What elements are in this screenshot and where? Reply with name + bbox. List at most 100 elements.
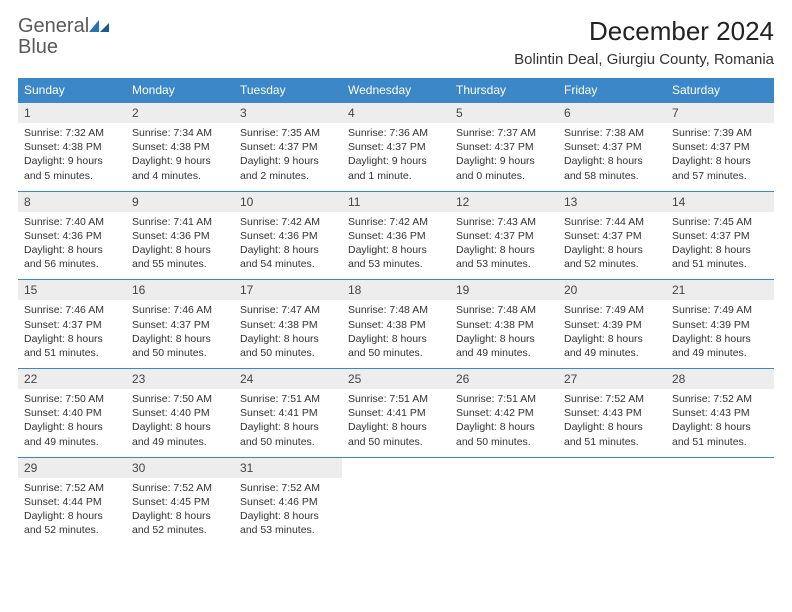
day-num: 14 <box>666 191 774 212</box>
daylight: Daylight: 8 hours and 49 minutes. <box>456 333 535 359</box>
sunrise: Sunrise: 7:48 AM <box>348 304 428 316</box>
day-cell: Sunrise: 7:44 AMSunset: 4:37 PMDaylight:… <box>558 212 666 280</box>
day-header-thu: Thursday <box>450 78 558 103</box>
day-cell: Sunrise: 7:35 AMSunset: 4:37 PMDaylight:… <box>234 123 342 191</box>
day-cell: Sunrise: 7:37 AM Sunset: 4:37 PM Daylight:… <box>450 123 558 191</box>
sunset: Sunset: 4:38 PM <box>240 319 318 331</box>
day-cell-empty <box>342 478 450 546</box>
sunrise: Sunrise: 7:45 AM <box>672 216 752 228</box>
daylight: Daylight: 8 hours and 53 minutes. <box>456 244 535 270</box>
location-text: Bolintin Deal, Giurgiu County, Romania <box>514 51 774 68</box>
sunrise: Sunrise: 7:46 AM <box>132 304 212 316</box>
daylight: Daylight: 8 hours and 51 minutes. <box>24 333 103 359</box>
sunset: Sunset: 4:41 PM <box>348 407 426 419</box>
daylight: Daylight: 8 hours and 55 minutes. <box>132 244 211 270</box>
day-header-sun: Sunday <box>18 78 126 103</box>
day-num: 29 <box>18 457 126 478</box>
day-num: 2 <box>126 103 234 124</box>
sunset: Sunset: 4:38 PM <box>348 319 426 331</box>
day-num: 11 <box>342 191 450 212</box>
sunset: Sunset: 4:36 PM <box>240 230 318 242</box>
sunrise: Sunrise: 7:50 AM <box>24 393 104 405</box>
sunrise: Sunrise: 7:49 AM <box>672 304 752 316</box>
sunset: Sunset: 4:41 PM <box>240 407 318 419</box>
sunrise: Sunrise: 7:36 AM <box>348 127 428 139</box>
daylight: Daylight: 8 hours and 52 minutes. <box>24 510 103 536</box>
daylight: Daylight: 8 hours and 58 minutes. <box>564 155 643 181</box>
day-num: 18 <box>342 280 450 301</box>
sunset: Sunset: 4:39 PM <box>672 319 750 331</box>
daylight: Daylight: 9 hours and 1 minute. <box>348 155 427 181</box>
sunset: Sunset: 4:45 PM <box>132 496 210 508</box>
sunset: Sunset: 4:37 PM <box>456 230 534 242</box>
day-cell-empty <box>558 478 666 546</box>
day-header-tue: Tuesday <box>234 78 342 103</box>
day-header-row: Sunday Monday Tuesday Wednesday Thursday… <box>18 78 774 103</box>
day-cell: Sunrise: 7:50 AMSunset: 4:40 PMDaylight:… <box>126 389 234 457</box>
sunset: Sunset: 4:37 PM <box>672 230 750 242</box>
daylight: Daylight: 8 hours and 49 minutes. <box>672 333 751 359</box>
week-num-row: 22 23 24 25 26 27 28 <box>18 369 774 390</box>
week-content-row: Sunrise: 7:52 AMSunset: 4:44 PMDaylight:… <box>18 478 774 546</box>
day-num-empty <box>666 457 774 478</box>
day-cell: Sunrise: 7:52 AMSunset: 4:44 PMDaylight:… <box>18 478 126 546</box>
day-num: 20 <box>558 280 666 301</box>
day-num: 8 <box>18 191 126 212</box>
sunset: Sunset: 4:46 PM <box>240 496 318 508</box>
sunrise: Sunrise: 7:52 AM <box>240 482 320 494</box>
sunrise: Sunrise: 7:40 AM <box>24 216 104 228</box>
day-num-empty <box>450 457 558 478</box>
day-cell: Sunrise: 7:40 AMSunset: 4:36 PMDaylight:… <box>18 212 126 280</box>
day-cell-empty <box>666 478 774 546</box>
day-cell: Sunrise: 7:50 AMSunset: 4:40 PMDaylight:… <box>18 389 126 457</box>
daylight: Daylight: 8 hours and 50 minutes. <box>240 421 319 447</box>
daylight: Daylight: 8 hours and 52 minutes. <box>132 510 211 536</box>
week-num-row: 8 9 10 11 12 13 14 <box>18 191 774 212</box>
sunset: Sunset: 4:38 PM <box>456 319 534 331</box>
day-num: 24 <box>234 369 342 390</box>
sunrise: Sunrise: 7:41 AM <box>132 216 212 228</box>
sunrise: Sunrise: 7:34 AM <box>132 127 212 139</box>
daylight: Daylight: 9 hours and 2 minutes. <box>240 155 319 181</box>
daylight: Daylight: 9 hours and 0 minutes. <box>456 155 535 181</box>
sunset: Sunset: 4:37 PM <box>456 141 534 153</box>
daylight: Daylight: 8 hours and 50 minutes. <box>348 333 427 359</box>
month-title: December 2024 <box>514 16 774 47</box>
daylight: Daylight: 8 hours and 53 minutes. <box>240 510 319 536</box>
daylight: Daylight: 8 hours and 51 minutes. <box>564 421 643 447</box>
day-num: 23 <box>126 369 234 390</box>
day-num: 5 <box>450 103 558 124</box>
day-cell: Sunrise: 7:36 AMSunset: 4:37 PMDaylight:… <box>342 123 450 191</box>
sunset: Sunset: 4:37 PM <box>132 319 210 331</box>
day-cell: Sunrise: 7:46 AMSunset: 4:37 PMDaylight:… <box>18 300 126 368</box>
sunset: Sunset: 4:36 PM <box>348 230 426 242</box>
daylight: Daylight: 8 hours and 51 minutes. <box>672 244 751 270</box>
week-content-row: Sunrise: 7:40 AM Sunset: 4:36 PM Daylight:… <box>18 212 774 280</box>
sunrise: Sunrise: 7:44 AM <box>564 216 644 228</box>
day-cell: Sunrise: 7:34 AMSunset: 4:38 PMDaylight:… <box>126 123 234 191</box>
daylight: Daylight: 8 hours and 49 minutes. <box>132 421 211 447</box>
sunset: Sunset: 4:40 PM <box>24 407 102 419</box>
day-num: 28 <box>666 369 774 390</box>
calendar-table: Sunday Monday Tuesday Wednesday Thursday… <box>18 78 774 545</box>
sunset: Sunset: 4:38 PM <box>132 141 210 153</box>
week-num-row: 1 2 3 4 5 6 7 <box>18 103 774 124</box>
day-num: 27 <box>558 369 666 390</box>
sunrise: Sunrise: 7:43 AM <box>456 216 536 228</box>
sunrise: Sunrise: 7:46 AM <box>24 304 104 316</box>
sunrise: Sunrise: 7:35 AM <box>240 127 320 139</box>
sunrise: Sunrise: 7:37 AM <box>456 127 536 139</box>
daylight: Daylight: 8 hours and 56 minutes. <box>24 244 103 270</box>
day-cell: Sunrise: 7:38 AMSunset: 4:37 PMDaylight:… <box>558 123 666 191</box>
day-cell: Sunrise: 7:49 AM Sunset: 4:39 PM Daylight:… <box>666 300 774 368</box>
daylight: Daylight: 8 hours and 50 minutes. <box>240 333 319 359</box>
logo-text-blue: Blue <box>18 36 58 58</box>
daylight: Daylight: 8 hours and 52 minutes. <box>564 244 643 270</box>
daylight: Daylight: 8 hours and 50 minutes. <box>456 421 535 447</box>
sunset: Sunset: 4:37 PM <box>672 141 750 153</box>
sunset: Sunset: 4:43 PM <box>672 407 750 419</box>
day-num: 30 <box>126 457 234 478</box>
day-header-wed: Wednesday <box>342 78 450 103</box>
week-content-row: Sunrise: 7:32 AMSunset: 4:38 PMDaylight:… <box>18 123 774 191</box>
day-cell: Sunrise: 7:43 AM Sunset: 4:37 PM Daylight:… <box>450 212 558 280</box>
